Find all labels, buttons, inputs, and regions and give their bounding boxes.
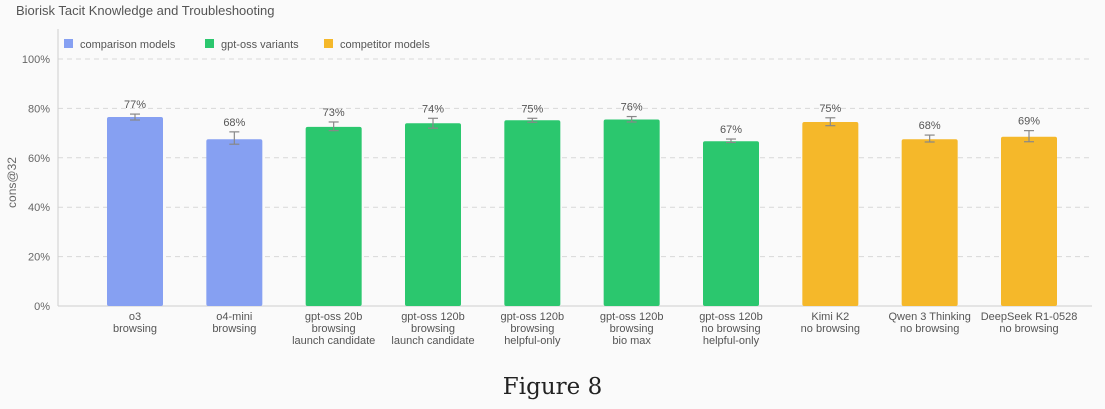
y-tick-label: 20%: [28, 252, 50, 264]
bar: [206, 139, 263, 306]
x-tick-label: no browsing: [701, 323, 760, 335]
x-tick-label: no browsing: [801, 323, 860, 335]
y-axis-label: cons@32: [5, 157, 19, 208]
x-tick-label: no browsing: [999, 323, 1058, 335]
y-tick-label: 100%: [22, 54, 50, 66]
x-tick-label: helpful-only: [703, 335, 760, 347]
bar: [1001, 136, 1057, 306]
x-tick-label: browsing: [212, 323, 256, 335]
data-label: 76%: [621, 102, 643, 114]
legend-swatch: [205, 39, 214, 48]
data-label: 74%: [422, 103, 444, 115]
x-tick-label: launch candidate: [292, 335, 375, 347]
bar-group: 68%: [206, 117, 263, 306]
x-tick-label: gpt-oss 120b: [401, 311, 465, 323]
figure-caption: Figure 8: [502, 374, 603, 400]
axes: 0% 20% 40% 60% 80% 100% cons@32: [5, 29, 1092, 313]
bar: [603, 119, 660, 306]
bars: 77% 68% 73% 74% 75% 76% 67% 75% 68% 69%: [107, 99, 1057, 306]
legend-label: competitor models: [340, 39, 430, 51]
chart-title: Biorisk Tacit Knowledge and Troubleshoot…: [16, 3, 275, 18]
data-label: 75%: [521, 103, 543, 115]
bar: [405, 123, 461, 306]
x-tick-label: launch candidate: [391, 335, 474, 347]
x-tick-label: gpt-oss 120b: [501, 311, 565, 323]
x-tick-label: o4-mini: [216, 311, 252, 323]
x-tick-label: Qwen 3 Thinking: [888, 311, 970, 323]
data-label: 75%: [819, 103, 841, 115]
legend-label: comparison models: [80, 39, 176, 51]
x-tick-label: helpful-only: [504, 335, 561, 347]
x-tick-label: browsing: [312, 323, 356, 335]
x-tick-label: browsing: [411, 323, 455, 335]
legend-label: gpt-oss variants: [221, 39, 299, 51]
x-tick-label: browsing: [510, 323, 554, 335]
data-label: 68%: [919, 120, 941, 132]
x-tick-label: gpt-oss 120b: [600, 311, 664, 323]
bar-group: 75%: [504, 103, 561, 306]
y-tick-label: 80%: [28, 103, 50, 115]
data-label: 69%: [1018, 116, 1040, 128]
x-tick-label: browsing: [610, 323, 654, 335]
bar-group: 75%: [802, 103, 859, 306]
x-tick-label: DeepSeek R1-0528: [981, 311, 1078, 323]
x-tick-label: browsing: [113, 323, 157, 335]
bar: [802, 121, 859, 306]
legend-swatch: [324, 39, 333, 48]
x-tick-label: Kimi K2: [811, 311, 849, 323]
bar-group: 74%: [405, 103, 461, 306]
data-label: 77%: [124, 99, 146, 111]
legend-swatch: [64, 39, 73, 48]
bar: [305, 126, 362, 306]
y-tick-label: 0%: [34, 301, 50, 313]
data-label: 68%: [223, 117, 245, 129]
bar: [107, 117, 163, 306]
x-tick-label: gpt-oss 120b: [699, 311, 763, 323]
data-label: 67%: [720, 124, 742, 136]
bar-group: 73%: [305, 107, 362, 306]
bar-group: 76%: [603, 102, 660, 306]
x-tick-label: no browsing: [900, 323, 959, 335]
bar: [901, 139, 958, 306]
bar: [703, 141, 759, 306]
x-tick-label: o3: [129, 311, 141, 323]
bar-group: 68%: [901, 120, 958, 306]
x-tick-label: bio max: [612, 335, 651, 347]
bar-group: 67%: [703, 124, 759, 306]
bar-group: 69%: [1001, 116, 1057, 306]
y-tick-label: 60%: [28, 153, 50, 165]
x-tick-label: gpt-oss 20b: [305, 311, 362, 323]
legend: comparison models gpt-oss variants competi…: [64, 39, 430, 51]
data-label: 73%: [323, 107, 345, 119]
bar-chart: 0% 20% 40% 60% 80% 100% cons@32 comparison mod…: [5, 29, 1092, 347]
bar: [504, 120, 561, 306]
bar-group: 77%: [107, 99, 163, 306]
y-tick-label: 40%: [28, 202, 50, 214]
